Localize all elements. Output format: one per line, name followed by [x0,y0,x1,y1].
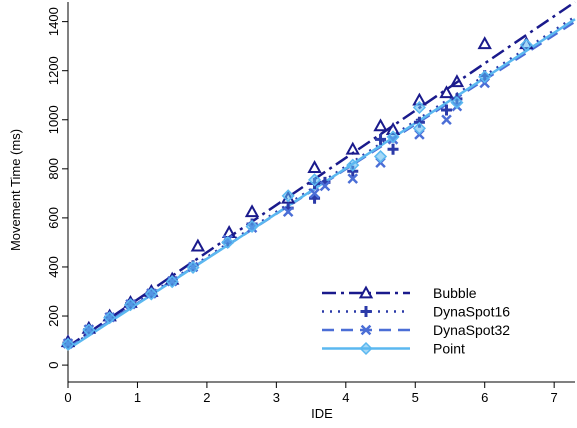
data-point-point [307,173,322,187]
data-point-point [186,260,200,275]
y-tick-label: 400 [46,256,61,278]
data-point-bubble [345,141,360,155]
data-point-bubble [190,238,206,252]
legend-marker-bubble [358,285,374,299]
y-axis-label: Movement Time (ms) [8,129,23,251]
fit-line-dynaspot16 [67,15,576,349]
data-point-bubble [439,85,454,99]
x-tick-label: 6 [481,390,488,405]
data-point-point [144,287,158,301]
x-tick-label: 3 [273,390,280,405]
x-axis-label: IDE [311,406,333,421]
data-point-point [386,130,400,144]
data-point-bubble [449,74,465,88]
data-point-point [281,189,295,203]
data-point-dynaspot32 [282,206,294,218]
data-points [60,36,534,351]
data-point-point [519,38,533,52]
data-point-point [373,149,388,164]
data-point-point [165,275,179,289]
data-point-dynaspot32 [441,114,452,126]
legend: Bubble DynaSpot16 DynaSpot32 Point [322,285,510,357]
fit-lines [67,0,576,351]
legend-marker-point [359,341,373,356]
legend-label-point: Point [433,341,465,357]
data-point-dynaspot32 [309,188,320,199]
y-tick-label: 1400 [46,7,61,36]
data-point-point [450,96,464,110]
x-tick-label: 4 [342,390,349,405]
data-point-point [412,100,426,115]
x-tick-label: 1 [134,390,141,405]
data-point-dynaspot16 [387,143,399,155]
y-tick-label: 0 [46,361,61,368]
legend-label-bubble: Bubble [433,285,477,301]
x-tick-label: 2 [203,390,210,405]
data-point-bubble [307,160,322,173]
data-point-point [346,158,360,172]
data-point-point [103,311,117,325]
axes: 0 1 2 3 4 5 6 7 0 200 400 600 800 1000 1200 1400 [46,2,575,405]
data-point-point [123,298,138,312]
data-point-dynaspot16 [441,104,453,116]
fit-line-bubble [67,0,576,348]
y-tick-label: 600 [46,207,61,229]
y-tick-label: 200 [46,305,61,327]
data-point-bubble [244,204,260,218]
data-point-dynaspot32 [347,173,359,184]
data-point-point [82,323,96,337]
data-point-dynaspot16 [375,133,387,145]
legend-marker-dynaspot16 [360,306,372,317]
data-point-bubble [477,36,492,50]
data-point-bubble [373,118,388,132]
legend-label-dynaspot16: DynaSpot16 [433,304,510,320]
data-point-point [245,219,259,234]
data-point-point [221,235,235,249]
y-tick-label: 800 [46,158,61,180]
x-tick-label: 5 [412,390,419,405]
y-tick-label: 1200 [46,56,61,85]
data-point-point [478,70,492,84]
data-point-point [412,121,426,135]
x-tick-label: 7 [551,390,558,405]
legend-label-dynaspot32: DynaSpot32 [433,322,510,338]
data-point-bubble [221,225,237,239]
legend-marker-dynaspot32 [360,324,372,336]
y-tick-label: 1000 [46,105,61,134]
data-point-dynaspot32 [319,180,331,192]
data-point-point [61,337,75,351]
x-tick-label: 0 [64,390,71,405]
